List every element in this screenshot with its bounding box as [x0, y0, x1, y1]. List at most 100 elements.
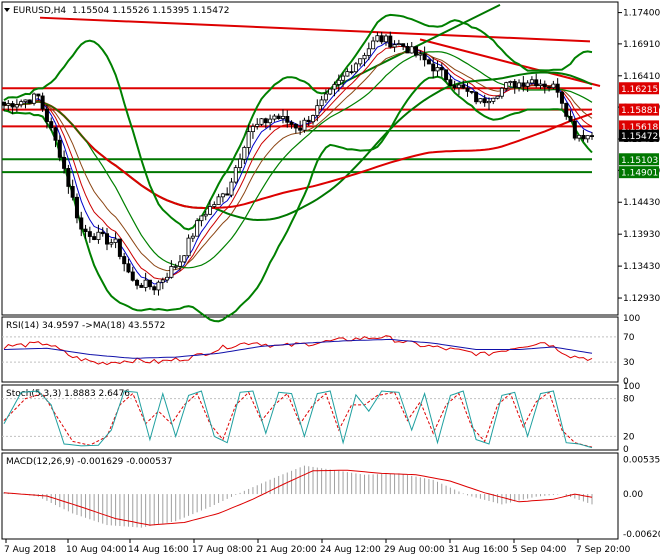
candle-body	[6, 103, 11, 106]
candle-body	[36, 93, 41, 97]
candle-body	[504, 82, 509, 89]
candle-body	[147, 279, 152, 288]
level-price-tag-label: 1.15103	[621, 156, 658, 166]
trendline-resistance	[419, 38, 601, 87]
ma-100	[3, 100, 593, 210]
candle-body	[27, 99, 32, 104]
rsi-panel-frame[interactable]	[1, 316, 619, 383]
candle-body	[195, 220, 200, 237]
candle-body	[74, 196, 79, 219]
candle-body	[517, 82, 522, 88]
stoch-title: Stoch(5,3,3) 1.8883 2.6476	[6, 389, 130, 399]
candle-body	[32, 93, 37, 104]
candle-body	[49, 121, 54, 129]
candle-body	[448, 79, 453, 86]
rsi-tick-label: 0	[623, 377, 629, 387]
candle-body	[23, 99, 28, 103]
candle-body	[14, 104, 19, 108]
candle-body	[555, 83, 560, 93]
candle-body	[66, 168, 71, 187]
candle-body	[113, 238, 118, 243]
candle-body	[422, 53, 427, 61]
candle-body	[328, 88, 333, 95]
candle-body	[169, 266, 174, 278]
candle-body	[92, 236, 97, 240]
level-price-tag	[619, 129, 659, 142]
time-tick-label: 17 Aug 08:00	[192, 545, 253, 555]
time-tick-label: 7 Sep 20:00	[576, 545, 631, 555]
candle-body	[40, 95, 45, 110]
stoch-signal-line	[3, 391, 593, 448]
candle-body	[70, 186, 75, 198]
candle-body	[302, 119, 307, 131]
candle-body	[165, 276, 170, 281]
candle-body	[461, 84, 466, 89]
level-price-tag-label: 1.15618	[621, 123, 658, 133]
candle-body	[491, 97, 496, 102]
bollinger-middle	[3, 51, 593, 269]
stoch-panel-frame[interactable]	[1, 384, 619, 451]
level-price-tag	[619, 82, 659, 95]
candle-body	[117, 238, 122, 257]
symbol-dropdown-icon[interactable]	[4, 8, 10, 12]
ma-8	[3, 46, 593, 280]
candle-body	[581, 134, 586, 140]
stoch-tick-label: 80	[623, 395, 635, 405]
level-price-tag	[619, 103, 659, 116]
candle-body	[431, 63, 436, 72]
candle-body	[564, 102, 569, 117]
stoch-main-line	[3, 390, 593, 449]
candle-body	[83, 228, 88, 232]
bollinger-upper	[3, 13, 593, 231]
candle-body	[568, 115, 573, 122]
candle-body	[173, 265, 178, 268]
candle-body	[229, 181, 234, 196]
candle-body	[349, 71, 354, 74]
candle-body	[160, 279, 165, 283]
candle-body	[311, 115, 316, 123]
candle-body	[452, 85, 457, 89]
candle-body	[109, 242, 114, 245]
candle-body	[87, 231, 92, 237]
candle-body	[465, 87, 470, 92]
candle-body	[272, 115, 277, 120]
price-tick-label: 1.14430	[623, 198, 660, 208]
candle-body	[474, 91, 479, 103]
rsi-tick-label: 30	[623, 358, 635, 368]
macd-tick-label: -0.006208	[623, 530, 660, 540]
candle-body	[508, 81, 513, 84]
candle-body	[156, 281, 161, 291]
candle-body	[105, 233, 110, 245]
candle-body	[529, 79, 534, 84]
candle-body	[246, 131, 251, 148]
candle-body	[332, 84, 337, 90]
candle-body	[521, 82, 526, 87]
candle-body	[122, 256, 127, 265]
candle-body	[190, 235, 195, 239]
candle-body	[345, 71, 350, 77]
stoch-tick-label: 0	[623, 445, 629, 455]
candle-body	[233, 167, 238, 183]
candle-body	[538, 83, 543, 86]
candle-body	[371, 40, 376, 50]
macd-panel-frame[interactable]	[1, 452, 619, 540]
candle-body	[547, 86, 552, 89]
candle-body	[336, 79, 341, 85]
candle-body	[590, 135, 595, 137]
candle-body	[323, 93, 328, 101]
candle-body	[388, 35, 393, 48]
candle-body	[315, 105, 320, 116]
candle-body	[341, 75, 346, 81]
candle-body	[44, 108, 49, 122]
candle-body	[353, 63, 358, 73]
candle-body	[143, 279, 148, 288]
rsi-tick-label: 70	[623, 333, 635, 343]
level-price-tag-label: 1.15472	[621, 132, 658, 142]
candle-body	[572, 120, 577, 139]
candle-body	[362, 55, 367, 60]
time-tick-label: 31 Aug 16:00	[448, 545, 509, 555]
level-price-tag	[619, 120, 659, 133]
candle-body	[19, 101, 24, 106]
candle-body	[495, 95, 500, 99]
